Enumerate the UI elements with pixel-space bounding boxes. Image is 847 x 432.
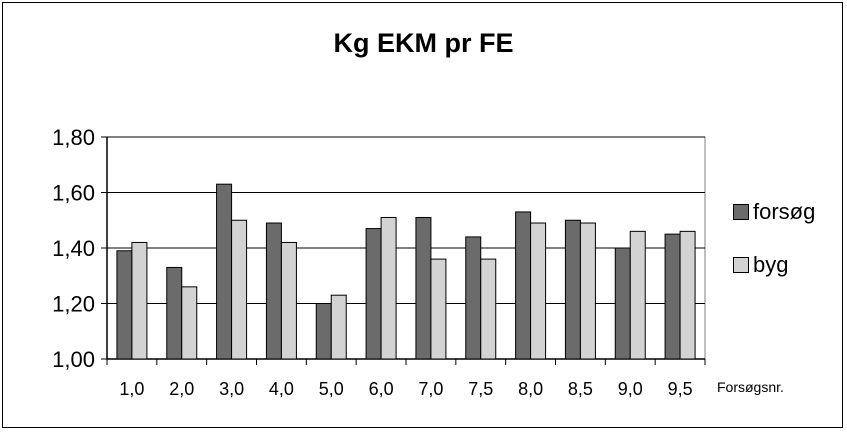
x-tick-label: 2,0 bbox=[169, 379, 194, 399]
y-tick-label: 1,00 bbox=[52, 347, 95, 372]
x-tick-label: 7,0 bbox=[418, 379, 443, 399]
x-tick-label: 8,5 bbox=[568, 379, 593, 399]
bar-byg bbox=[579, 222, 596, 360]
x-tick-label: 7,5 bbox=[468, 379, 493, 399]
bar-forsog bbox=[365, 228, 382, 360]
x-tick-label: 3,0 bbox=[219, 379, 244, 399]
bar-forsog bbox=[166, 266, 183, 360]
bar-byg bbox=[629, 230, 646, 360]
bar-forsog bbox=[216, 183, 233, 360]
bar-byg bbox=[181, 286, 198, 360]
legend-item-forsog: forsøg bbox=[733, 198, 815, 226]
bar-forsog bbox=[614, 247, 631, 360]
y-tick-label: 1,60 bbox=[52, 181, 95, 206]
y-tick-label: 1,20 bbox=[52, 292, 95, 317]
legend-label-forsog: forsøg bbox=[753, 199, 816, 224]
bar-forsog bbox=[515, 211, 532, 360]
legend-label-byg: byg bbox=[753, 252, 789, 277]
x-axis-label: Forsøgsnr. bbox=[717, 379, 784, 395]
bar-forsog bbox=[564, 219, 581, 360]
bar-byg bbox=[231, 219, 248, 360]
bar-forsog bbox=[265, 222, 282, 360]
bar-byg bbox=[679, 230, 696, 360]
bar-byg bbox=[330, 294, 347, 360]
bar-byg bbox=[280, 241, 297, 360]
x-tick-label: 9,5 bbox=[668, 379, 693, 399]
bar-forsog bbox=[664, 233, 681, 360]
bar-byg bbox=[480, 258, 497, 360]
bar-byg bbox=[131, 241, 148, 360]
x-tick-label: 5,0 bbox=[319, 379, 344, 399]
x-tick-label: 1,0 bbox=[119, 379, 144, 399]
bar-byg bbox=[530, 222, 547, 360]
legend-swatch-byg bbox=[733, 257, 749, 273]
x-tick-label: 4,0 bbox=[269, 379, 294, 399]
bar-byg bbox=[430, 258, 447, 360]
y-tick-label: 1,80 bbox=[52, 125, 95, 150]
chart-title: Kg EKM pr FE bbox=[333, 28, 514, 58]
bar-byg bbox=[380, 216, 397, 360]
bar-forsog bbox=[465, 236, 482, 360]
bar-forsog bbox=[415, 216, 432, 360]
y-tick-label: 1,40 bbox=[52, 236, 95, 261]
x-tick-label: 6,0 bbox=[369, 379, 394, 399]
x-tick-label: 9,0 bbox=[618, 379, 643, 399]
legend-item-byg: byg bbox=[733, 251, 788, 279]
legend-swatch-forsog bbox=[733, 204, 749, 220]
legend: forsøg byg bbox=[723, 188, 843, 308]
x-tick-label: 8,0 bbox=[518, 379, 543, 399]
bar-forsog bbox=[315, 303, 332, 360]
bar-forsog bbox=[116, 250, 133, 360]
